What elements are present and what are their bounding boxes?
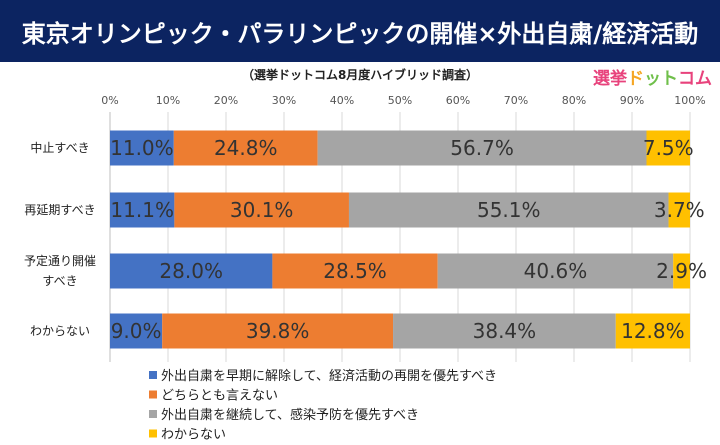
category-label: 再延期すべき [24, 203, 95, 217]
bar-segment [393, 313, 616, 349]
x-tick-label: 30% [272, 94, 296, 107]
data-label: 12.8% [621, 319, 685, 343]
data-label: 24.8% [214, 136, 278, 160]
x-tick-label: 50% [388, 94, 412, 107]
x-tick-label: 70% [504, 94, 528, 107]
legend-label: 外出自粛を継続して、感染予防を優先すべき [161, 407, 419, 423]
bar-segment [646, 130, 690, 166]
logo: 選挙ドットコム [593, 69, 712, 89]
bar-segment [348, 192, 669, 228]
data-label: 3.7% [654, 198, 705, 222]
x-tick-label: 0% [101, 94, 118, 107]
bar-segment [673, 253, 690, 289]
x-tick-label: 20% [214, 94, 238, 107]
data-label: 55.1% [477, 198, 541, 222]
data-label: 9.0% [111, 319, 162, 343]
legend-swatch [149, 371, 157, 379]
legend-swatch [149, 429, 157, 438]
x-tick-label: 90% [620, 94, 644, 107]
bar-segment [110, 253, 273, 289]
data-label: 7.5% [643, 136, 694, 160]
chart-subtitle: （選挙ドットコム8月度ハイブリッド調査） [241, 68, 479, 82]
data-label: 38.4% [473, 319, 537, 343]
bar-segment [272, 253, 438, 289]
chart-title: 東京オリンピック・パラリンピックの開催×外出自粛/経済活動 [0, 0, 720, 62]
data-label: 39.8% [246, 319, 310, 343]
x-tick-label: 80% [562, 94, 586, 107]
data-label: 56.7% [450, 136, 514, 160]
legend-label: 外出自粛を早期に解除して、経済活動の再開を優先すべき [161, 368, 497, 384]
data-label: 40.6% [524, 259, 588, 283]
category-label: 中止すべき [30, 140, 89, 155]
bar-segment [110, 313, 163, 349]
data-label: 11.1% [110, 198, 174, 222]
bar-segment [162, 313, 394, 349]
x-tick-label: 60% [446, 94, 470, 107]
category-label: わからない [30, 324, 90, 338]
data-label: 11.0% [110, 136, 174, 160]
bar-segment [437, 253, 674, 289]
x-tick-label: 100% [674, 94, 705, 107]
data-label: 30.1% [230, 198, 294, 222]
x-tick-label: 40% [330, 94, 354, 107]
category-label: すべき [42, 274, 77, 288]
category-label: 予定通り開催 [24, 253, 96, 268]
bar-segment [173, 130, 318, 166]
data-label: 2.9% [656, 259, 707, 283]
legend-swatch [149, 390, 157, 399]
bar-segment [615, 313, 690, 349]
bar-segment [317, 130, 647, 166]
x-tick-label: 10% [156, 94, 180, 107]
legend-label: わからない [161, 428, 226, 443]
legend-label: どちらとも言えない [161, 389, 278, 404]
data-label: 28.5% [323, 259, 387, 283]
bar-segment [174, 192, 349, 228]
legend-swatch [149, 410, 157, 418]
bar-segment [668, 192, 690, 228]
bar-segment [110, 130, 174, 166]
data-label: 28.0% [159, 259, 223, 283]
bar-segment [110, 192, 175, 228]
